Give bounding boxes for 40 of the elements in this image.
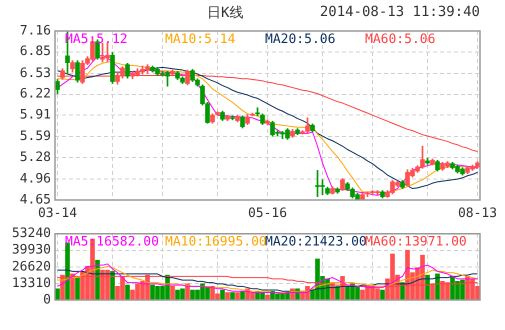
bar xyxy=(235,292,240,300)
chart-title: 日K线 xyxy=(207,4,244,22)
bar xyxy=(430,284,435,300)
bar xyxy=(265,294,270,300)
text: MA20:5.06 xyxy=(265,32,336,47)
x-tick-label: 08-13 xyxy=(458,206,498,222)
series-label: MA10:5.14 xyxy=(165,32,236,47)
bar xyxy=(230,292,235,300)
bar xyxy=(225,292,230,300)
text: MA60:13971.00 xyxy=(365,234,467,250)
y-tick-label: 0 xyxy=(43,292,51,308)
x-tick-label: 05-16 xyxy=(248,206,288,222)
bar xyxy=(110,271,115,300)
bar xyxy=(335,286,340,300)
y-tick-label: 7.16 xyxy=(20,23,51,38)
x-tick-label: 03-14 xyxy=(38,206,78,222)
y-tick-label: 39930 xyxy=(12,242,51,258)
y-tick-label: 6.85 xyxy=(20,44,51,60)
bar xyxy=(75,277,80,300)
y-tick-label: 26620 xyxy=(12,259,51,274)
y-tick-label: 4.65 xyxy=(20,192,51,208)
bar xyxy=(425,274,430,300)
y-tick-label: 6.53 xyxy=(20,66,51,81)
y-tick-label: 6.22 xyxy=(20,86,51,102)
bar xyxy=(380,290,385,300)
bar xyxy=(435,274,440,300)
y-tick-label: 13310 xyxy=(12,276,51,291)
y-tick-label: 5.28 xyxy=(20,150,51,165)
y-tick-label: 5.91 xyxy=(20,108,51,123)
bar xyxy=(220,290,225,300)
y-tick-label: 4.96 xyxy=(20,172,51,186)
text: 2014-08-13 11:39:40 xyxy=(320,4,480,20)
y-tick-label: 5.59 xyxy=(20,129,51,144)
y-tick-label: 53240 xyxy=(12,226,51,242)
bar xyxy=(60,274,65,300)
text: MA60:5.06 xyxy=(365,32,436,47)
bar xyxy=(125,284,130,300)
bar xyxy=(170,286,175,300)
text: MA20:21423.00 xyxy=(265,234,367,250)
text: MA10:16995.00 xyxy=(165,234,267,250)
